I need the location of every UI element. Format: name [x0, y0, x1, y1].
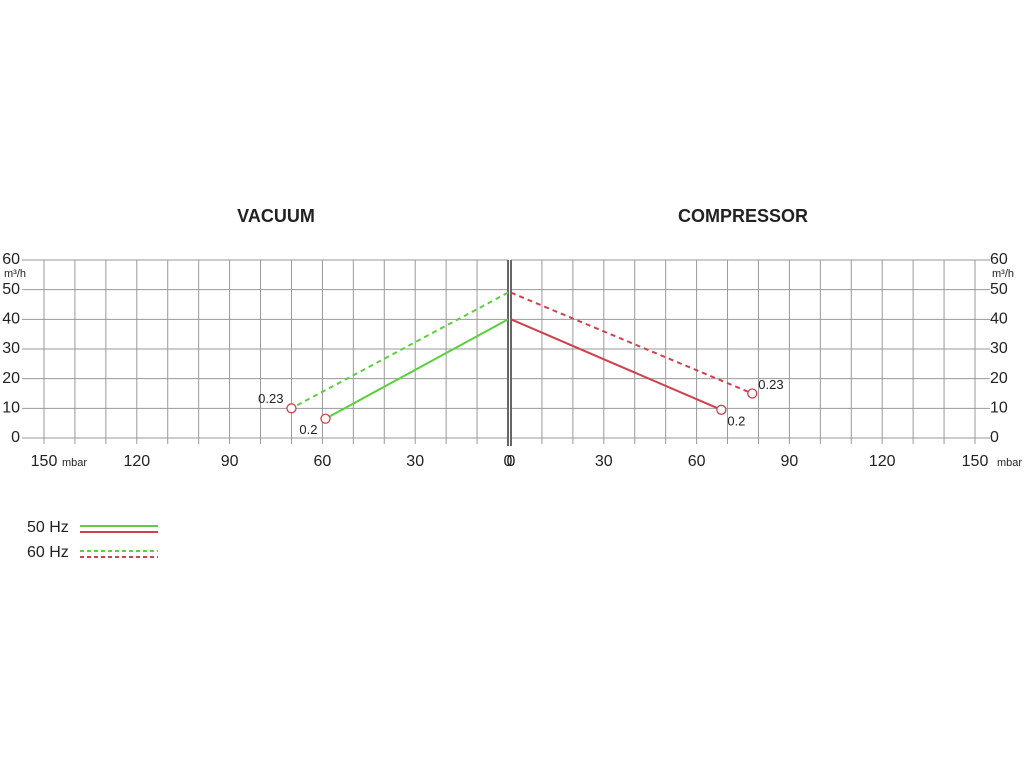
x-tick-label: 150	[31, 453, 58, 470]
y-tick-label: 60	[2, 251, 20, 268]
y-tick-label: 0	[11, 429, 20, 446]
x-axis-label: mbar	[62, 457, 87, 469]
end-marker	[747, 388, 758, 399]
x-tick-label: 30	[406, 453, 424, 470]
y-tick-label: 10	[990, 400, 1008, 417]
end-marker	[320, 413, 331, 424]
data-line	[290, 291, 509, 410]
y-axis-label: m³/h	[992, 268, 1014, 280]
y-tick-label: 60	[990, 251, 1008, 268]
end-label: 0.2	[299, 422, 317, 437]
legend-label: 60 Hz	[27, 544, 69, 561]
y-axis-label: m³/h	[4, 268, 26, 280]
end-marker	[716, 404, 727, 415]
end-marker	[286, 403, 297, 414]
y-tick-label: 50	[2, 281, 20, 298]
x-tick-label: 150	[962, 453, 989, 470]
x-tick-label: 60	[688, 453, 706, 470]
data-line	[510, 318, 722, 411]
y-tick-label: 30	[990, 340, 1008, 357]
x-tick-label: 120	[123, 453, 150, 470]
x-tick-label: 0	[504, 453, 513, 470]
end-label: 0.23	[758, 377, 783, 392]
data-line	[510, 291, 753, 395]
x-tick-label: 60	[314, 453, 332, 470]
y-tick-label: 20	[2, 370, 20, 387]
legend-label: 50 Hz	[27, 519, 69, 536]
y-tick-label: 40	[2, 311, 20, 328]
data-line	[325, 318, 509, 420]
y-tick-label: 30	[2, 340, 20, 357]
x-tick-label: 120	[869, 453, 896, 470]
y-tick-label: 50	[990, 281, 1008, 298]
y-tick-label: 10	[2, 400, 20, 417]
x-tick-label: 0	[507, 453, 516, 470]
x-tick-label: 90	[781, 453, 799, 470]
chart-title: VACUUM	[237, 206, 315, 226]
y-tick-label: 20	[990, 370, 1008, 387]
end-label: 0.23	[258, 391, 283, 406]
y-tick-label: 0	[990, 429, 999, 446]
chart-title: COMPRESSOR	[678, 206, 808, 226]
x-tick-label: 30	[595, 453, 613, 470]
end-label: 0.2	[727, 413, 745, 428]
x-axis-label: mbar	[997, 457, 1022, 469]
x-tick-label: 90	[221, 453, 239, 470]
y-tick-label: 40	[990, 311, 1008, 328]
